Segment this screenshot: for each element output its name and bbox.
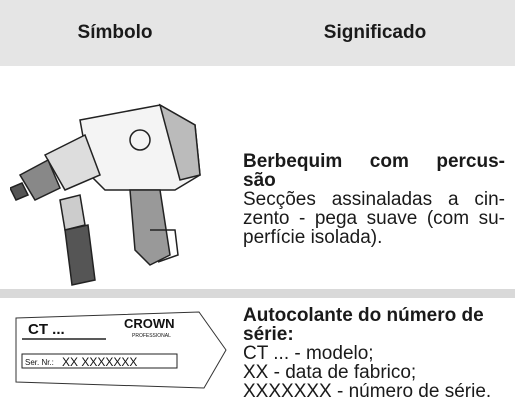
label-serial: XX XXXXXXX — [62, 355, 137, 369]
row-title: Autocolante do número de — [243, 305, 484, 326]
separator — [0, 66, 515, 70]
label-serial-caption: Ser. Nr.: — [25, 358, 54, 367]
row-title: série: — [243, 324, 294, 345]
label-brand: CROWN — [124, 316, 175, 331]
column-header: Significado — [323, 22, 427, 43]
drill-illustration — [10, 103, 201, 286]
row-description: XX - data de fabrico; — [243, 362, 417, 383]
label-brand-sub: PROFESSIONAL — [132, 333, 171, 339]
row-text: Autocolante do número de série: CT ... -… — [243, 306, 505, 401]
table-header: Símbolo Significado — [0, 0, 515, 66]
serial-label: CT ... CROWN PROFESSIONAL Ser. Nr.: XX X… — [15, 311, 227, 389]
separator — [0, 289, 515, 298]
row-description: Secções assinaladas a cin- — [243, 189, 505, 210]
row-text: Berbequim com percus- são Secções assina… — [243, 152, 505, 247]
row-description: perfície isolada). — [243, 227, 383, 248]
column-header: Símbolo — [77, 22, 153, 43]
row-title: Berbequim com percus- — [243, 151, 505, 172]
row-description: CT ... - modelo; — [243, 343, 374, 364]
row-description: zento - pega suave (com su- — [243, 208, 505, 229]
row-description: XXXXXXX - número de série. — [243, 381, 492, 402]
label-model: CT ... — [28, 321, 65, 338]
row-title: são — [243, 170, 276, 191]
